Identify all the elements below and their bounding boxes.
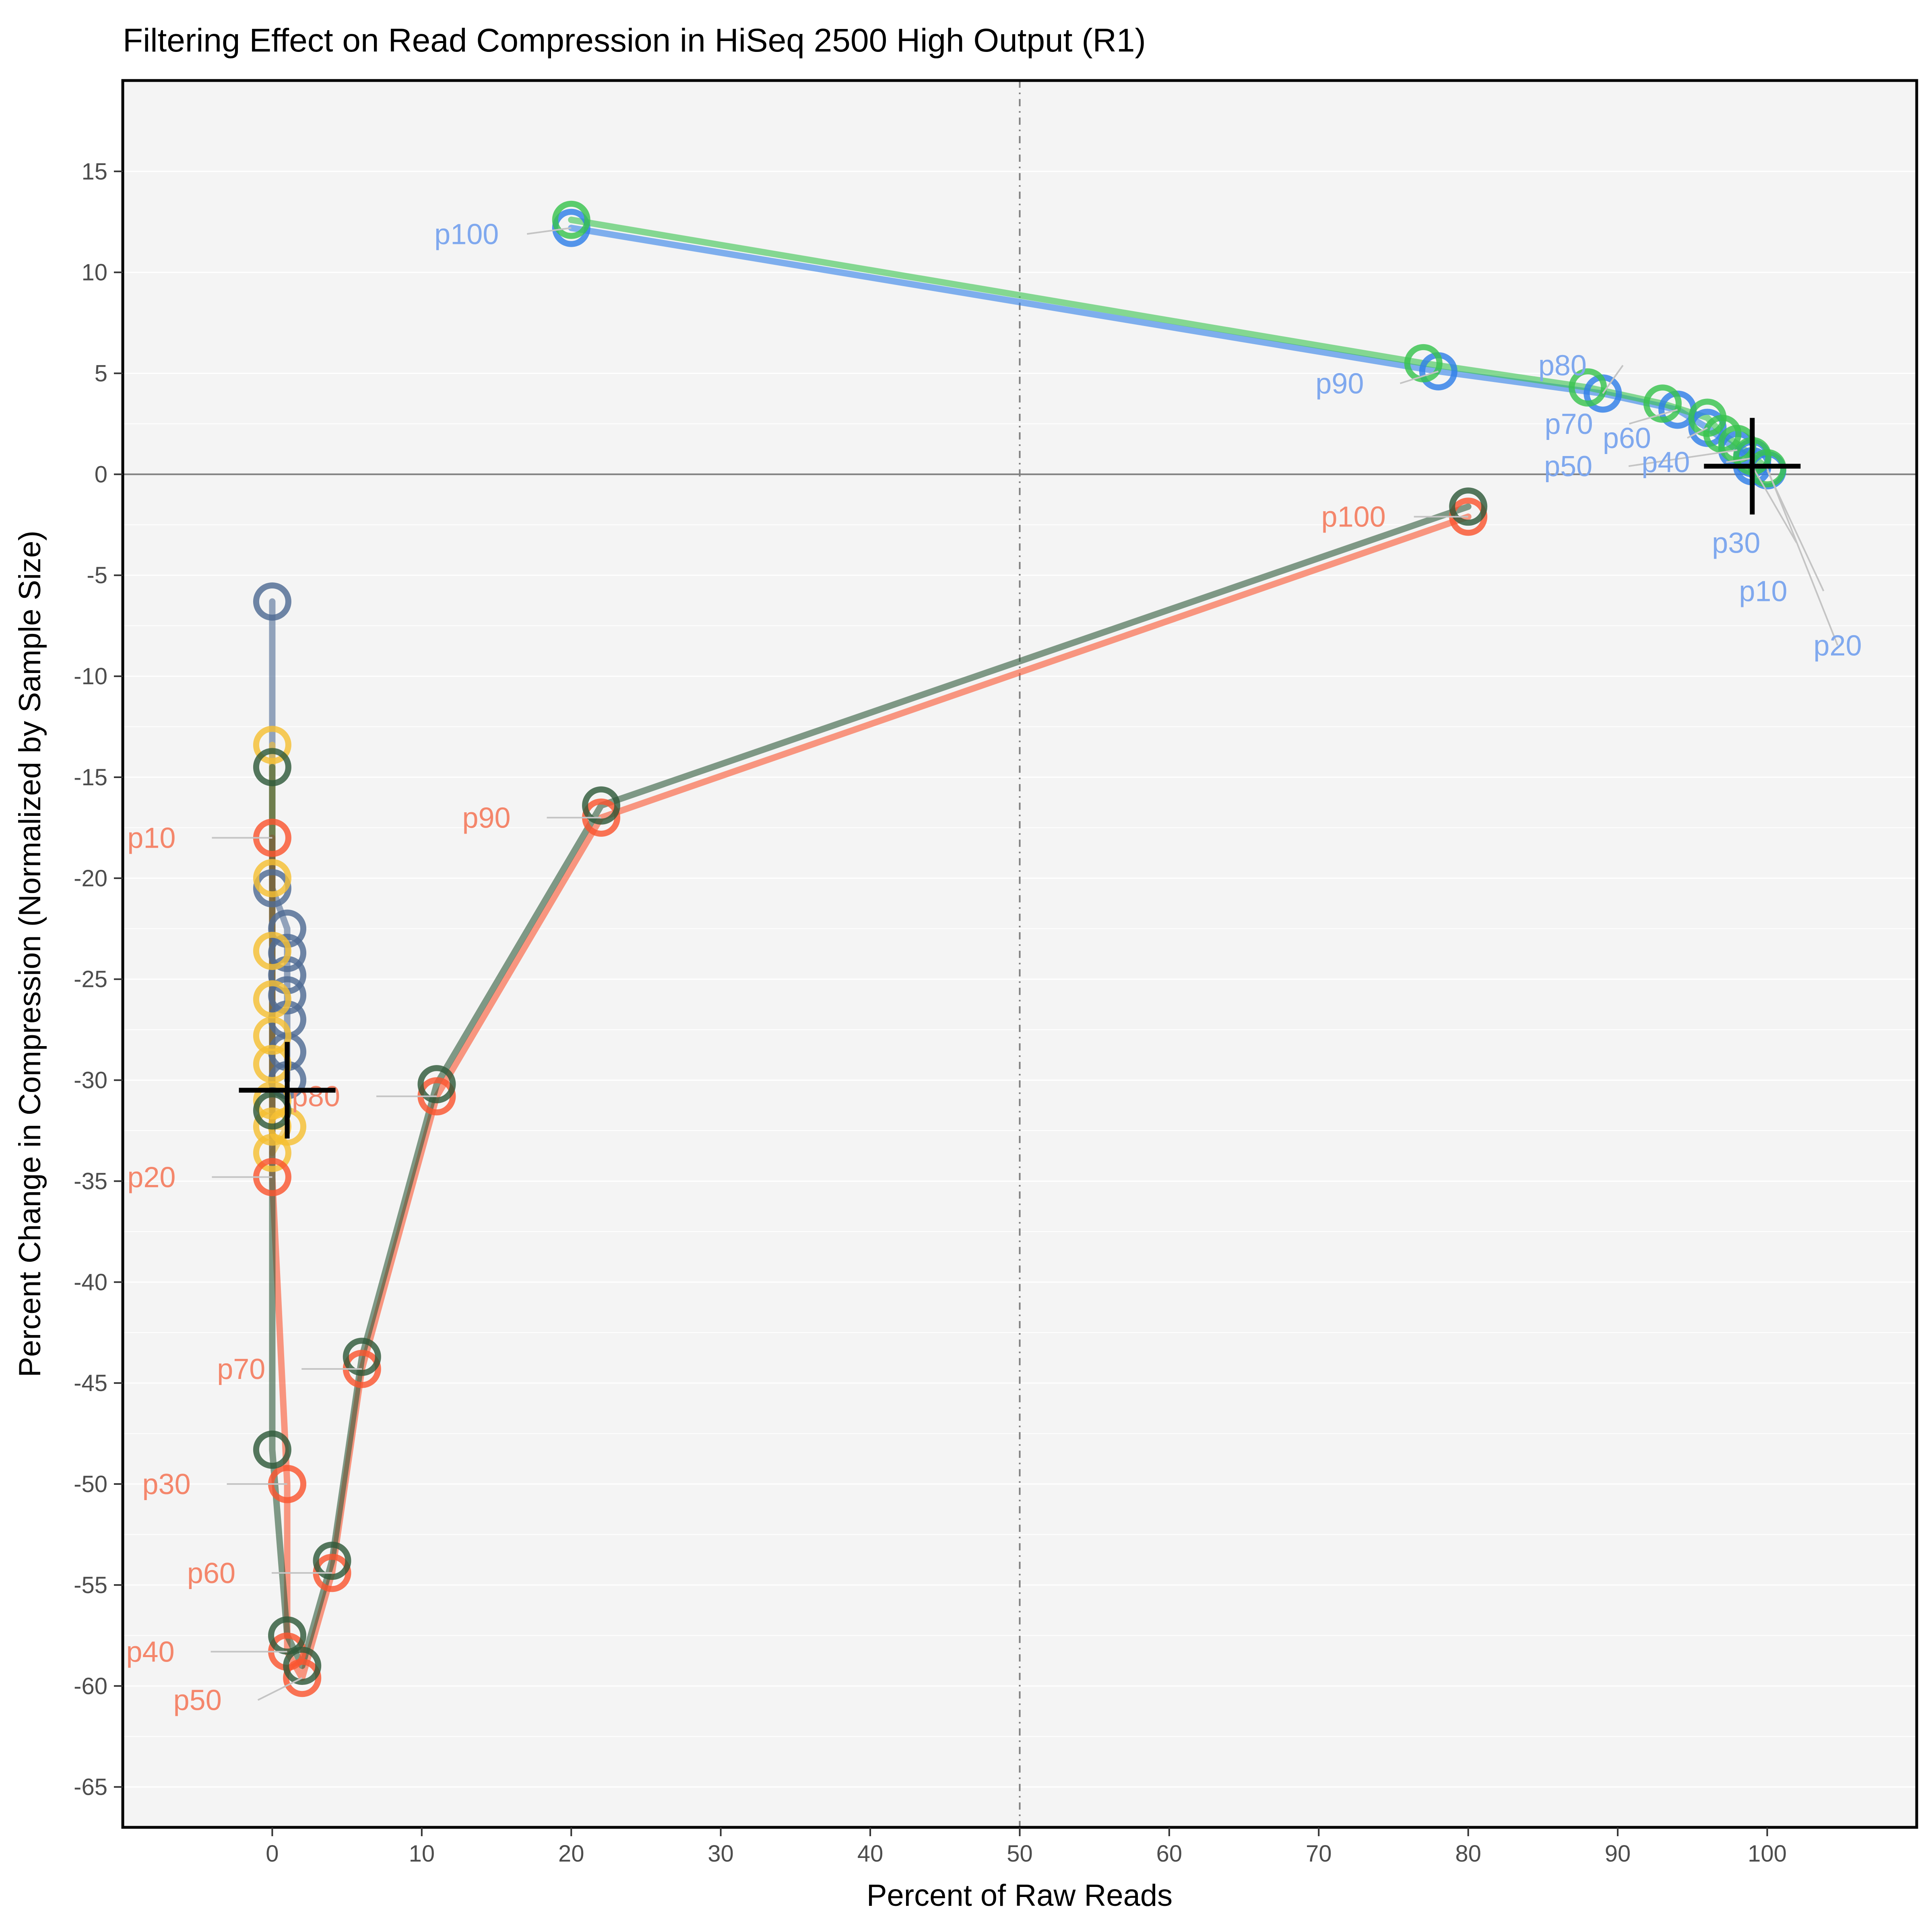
data-point-5 (1688, 398, 1727, 437)
data-points (253, 200, 1787, 1697)
point-label: p20 (1814, 630, 1862, 662)
y-tick-label: 15 (81, 159, 107, 185)
point-labels: p100 p90 p80 p70 p60 p50 p40 p30 p10 p20 p100 p90 p1… (126, 218, 1862, 1716)
data-point-0 (268, 976, 307, 1015)
y-tick-label: -20 (74, 865, 107, 892)
point-label: p100 (1321, 501, 1386, 533)
y-tick-label: -65 (74, 1774, 107, 1800)
data-point-3 (343, 1338, 381, 1376)
data-point-1 (253, 1133, 291, 1172)
y-tick-label: 10 (81, 260, 107, 286)
label-connector (1602, 365, 1624, 394)
label-connector (1726, 457, 1752, 463)
label-connector (526, 227, 572, 235)
point-label: p10 (127, 822, 175, 855)
y-tick-label: -30 (74, 1067, 107, 1094)
x-tick-label: 0 (266, 1841, 279, 1867)
data-point-2 (283, 1659, 322, 1697)
y-tick-label: -60 (74, 1673, 107, 1699)
label-connector (1629, 409, 1678, 425)
y-tick-label: -5 (87, 562, 107, 588)
data-point-0 (268, 933, 307, 972)
data-point-3 (253, 748, 291, 786)
point-label: p100 (434, 218, 499, 250)
series-line-3 (269, 503, 1472, 1669)
point-label: p70 (1545, 408, 1593, 440)
data-point-3 (313, 1542, 351, 1580)
point-label: p40 (1641, 446, 1690, 479)
x-tick-label: 30 (708, 1841, 734, 1867)
label-connectors (211, 227, 1839, 1701)
point-label: p50 (1544, 450, 1592, 483)
series-line-2 (269, 513, 1472, 1681)
point-label: p80 (1538, 350, 1587, 382)
label-connector (257, 1677, 303, 1701)
y-tick-label: -50 (74, 1471, 107, 1497)
data-point-3 (582, 786, 621, 825)
x-tick-label: 50 (1007, 1841, 1033, 1867)
y-tick-label: -35 (74, 1168, 107, 1194)
data-point-3 (253, 1430, 291, 1469)
data-point-3 (283, 1647, 322, 1685)
x-tick-label: 60 (1156, 1841, 1183, 1867)
point-label: p20 (127, 1161, 175, 1193)
y-tick-label: 5 (95, 361, 107, 387)
point-label: p90 (462, 802, 510, 834)
point-label: p40 (126, 1636, 174, 1668)
x-tick-label: 80 (1455, 1841, 1481, 1867)
data-point-1 (253, 859, 291, 898)
y-tick-label: -40 (74, 1269, 107, 1295)
data-point-5 (552, 200, 590, 239)
point-label: p70 (217, 1353, 265, 1385)
data-point-5 (1404, 344, 1443, 382)
data-point-1 (253, 980, 291, 1019)
x-tick-label: 100 (1748, 1841, 1787, 1867)
label-connector (1399, 370, 1439, 384)
x-tick-label: 70 (1306, 1841, 1332, 1867)
data-point-3 (1449, 487, 1488, 526)
data-point-3 (417, 1065, 456, 1104)
x-tick-label: 10 (409, 1841, 435, 1867)
data-point-1 (253, 931, 291, 970)
chart-title: Filtering Effect on Read Compression in … (123, 22, 1146, 59)
point-label: p30 (142, 1468, 190, 1501)
y-tick-label: -10 (74, 663, 107, 689)
y-axis: 15 10 5 0 -5 -10 -15 -20 -25 -30 -35 -40 -45 -50 -55 -6… (74, 159, 123, 1800)
y-axis-title: Percent Change in Compression (Normalize… (13, 530, 47, 1377)
y-tick-label: -25 (74, 966, 107, 993)
x-tick-label: 20 (558, 1841, 584, 1867)
median-markers (239, 418, 1801, 1139)
x-axis: 0 10 20 30 40 50 60 70 80 90 100 (266, 1827, 1787, 1867)
data-point-5 (1569, 368, 1607, 407)
label-connector (1629, 449, 1738, 467)
point-label: p80 (292, 1081, 340, 1113)
point-label: p10 (1739, 575, 1788, 607)
label-connector (1766, 468, 1839, 646)
point-label: p60 (1603, 422, 1651, 454)
x-tick-label: 90 (1605, 1841, 1631, 1867)
y-tick-label: -15 (74, 764, 107, 791)
y-tick-label: 0 (95, 461, 107, 487)
y-tick-label: -55 (74, 1572, 107, 1598)
reference-lines (123, 80, 1917, 1827)
y-tick-label: -45 (74, 1370, 107, 1396)
label-connector (1687, 427, 1708, 439)
data-point-5 (1643, 384, 1682, 423)
point-label: p60 (187, 1557, 235, 1589)
point-label: p30 (1712, 527, 1760, 559)
x-axis-title: Percent of Raw Reads (867, 1878, 1172, 1913)
point-label: p90 (1315, 367, 1364, 400)
data-point-0 (253, 582, 291, 621)
point-label: p50 (173, 1684, 222, 1717)
data-point-1 (253, 1016, 291, 1055)
data-point-1 (253, 726, 291, 764)
x-tick-label: 40 (857, 1841, 883, 1867)
label-connector (1751, 466, 1798, 543)
